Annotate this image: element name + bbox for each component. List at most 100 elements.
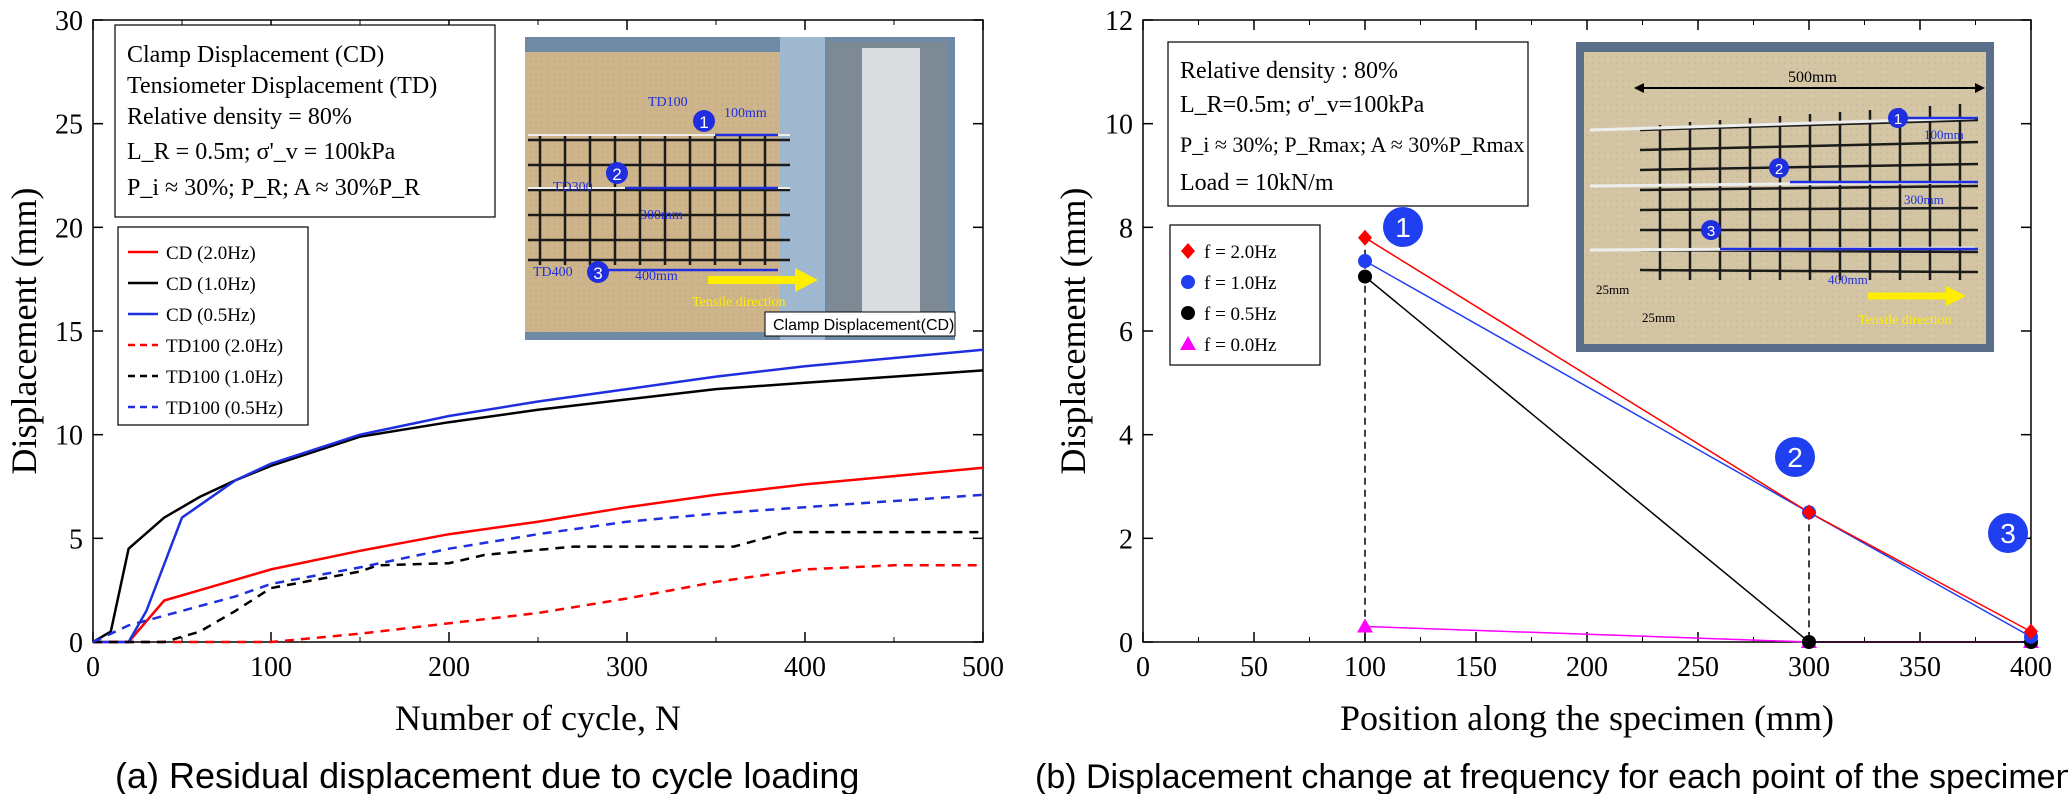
info-line: Relative density : 80% (1180, 58, 1398, 84)
x-tick-label: 400 (784, 652, 826, 683)
photo-marker: 3 (1707, 223, 1715, 240)
point-badge-2: 2 (1787, 442, 1803, 473)
data-point (1357, 618, 1373, 633)
info-line: L_R = 0.5m; σ'_v = 100kPa (127, 139, 396, 165)
x-tick-label: 50 (1240, 652, 1268, 683)
legend-label: TD100 (2.0Hz) (166, 336, 283, 357)
legend-label: f = 1.0Hz (1204, 273, 1276, 294)
photo-label: 300mm (640, 208, 683, 223)
photo-label: 100mm (1924, 127, 1964, 142)
data-point (1358, 229, 1372, 246)
legend-label: CD (0.5Hz) (166, 305, 256, 326)
photo-label: TD100 (648, 95, 688, 110)
photo-label: TD400 (533, 265, 573, 280)
info-line: P_i ≈ 30%; P_R; A ≈ 30%P_R (127, 175, 420, 201)
photo-marker: 2 (612, 165, 621, 184)
y-tick-label: 0 (69, 628, 83, 659)
legend-label: CD (2.0Hz) (166, 243, 256, 264)
series-line-td100-0-5hz- (92, 493, 984, 644)
legend-label: CD (1.0Hz) (166, 274, 256, 295)
y-tick-label: 2 (1119, 524, 1133, 555)
y-tick-label: 10 (55, 421, 83, 452)
y-tick-label: 4 (1119, 421, 1133, 452)
legend-marker (1181, 275, 1195, 289)
x-tick-label: 250 (1677, 652, 1719, 683)
info-line: Tensiometer Displacement (TD) (127, 73, 437, 99)
photo-inset-a: 1 2 3 TD100 100mm TD300 300mm TD400 400m… (525, 37, 956, 340)
series-line-cd-0-5hz- (93, 348, 984, 644)
info-line: Load = 10kN/m (1180, 170, 1334, 196)
x-tick-label: 100 (250, 652, 292, 683)
point-badge-3: 3 (2000, 518, 2016, 549)
y-tick-label: 25 (55, 110, 83, 141)
photo-label: 400mm (1828, 272, 1868, 287)
x-tick-label: 400 (2010, 652, 2052, 683)
x-tick-label: 150 (1455, 652, 1497, 683)
x-tick-label: 300 (606, 652, 648, 683)
photo-label: Tensile direction (1858, 313, 1952, 328)
legend-label: TD100 (1.0Hz) (166, 367, 283, 388)
legend-marker (1181, 306, 1195, 320)
y-axis-label-b: Displacement (mm) (1053, 188, 1093, 475)
legend-marker (1181, 243, 1195, 259)
photo-label: 25mm (1642, 310, 1675, 325)
info-box-a: Clamp Displacement (CD) Tensiometer Disp… (114, 24, 496, 218)
info-line: P_i ≈ 30%; P_Rmax; A ≈ 30%P_Rmax (1180, 132, 1524, 157)
y-tick-label: 0 (1119, 628, 1133, 659)
legend-label: f = 2.0Hz (1204, 242, 1276, 263)
data-point (1802, 635, 1816, 649)
photo-label: Tensile direction (692, 295, 786, 310)
chart-a: 0 100 200 300 400 500 0 5 10 15 20 25 30 Number of c… (4, 6, 1004, 738)
x-tick-label: 100 (1344, 652, 1386, 683)
photo-inset-b: 500mm 1 2 3 100mm 300mm 400mm 25mm 25mm … (1576, 42, 1994, 352)
axis-ticks-a: 0 100 200 300 400 500 0 5 10 15 20 25 30 (55, 6, 1004, 683)
legend-label: f = 0.5Hz (1204, 304, 1276, 325)
x-axis-label-a: Number of cycle, N (395, 698, 681, 738)
legend-a: CD (2.0Hz) CD (1.0Hz) CD (0.5Hz) TD100 (2.0… (117, 226, 309, 426)
y-tick-label: 8 (1119, 213, 1133, 244)
x-tick-label: 350 (1899, 652, 1941, 683)
caption-a: (a) Residual displacement due to cycle l… (115, 755, 859, 794)
info-line: Clamp Displacement (CD) (127, 42, 384, 68)
x-axis-label-b: Position along the specimen (mm) (1340, 698, 1834, 738)
point-badge-1: 1 (1395, 212, 1411, 243)
x-tick-label: 0 (86, 652, 100, 683)
x-tick-label: 200 (428, 652, 470, 683)
y-tick-label: 30 (55, 6, 83, 37)
series-line-td100-2-0hz- (93, 564, 983, 644)
x-tick-label: 200 (1566, 652, 1608, 683)
photo-label: 100mm (724, 106, 767, 121)
photo-marker: 2 (1775, 161, 1783, 178)
series-line-cd-1-0hz- (92, 369, 984, 644)
photo-label: 25mm (1596, 282, 1629, 297)
legend-label: f = 0.0Hz (1204, 335, 1276, 356)
y-tick-label: 5 (69, 524, 83, 555)
photo-marker: 1 (1894, 111, 1902, 128)
photo-marker: 3 (593, 264, 602, 283)
legend-b: f = 2.0Hz f = 1.0Hz f = 0.5Hz f = 0.0Hz (1169, 224, 1321, 366)
series-lines-b (1357, 229, 2039, 649)
x-tick-label: 300 (1788, 652, 1830, 683)
photo-label: 300mm (1904, 192, 1944, 207)
photo-label: Clamp Displacement(CD) (773, 317, 954, 334)
photo-marker: 1 (699, 113, 708, 132)
y-tick-label: 6 (1119, 317, 1133, 348)
photo-label: 500mm (1788, 69, 1837, 86)
photo-label: 400mm (635, 269, 678, 284)
series-lines-a (92, 348, 984, 644)
x-tick-label: 500 (962, 652, 1004, 683)
point-badges: 1 2 3 (1383, 207, 2028, 553)
y-tick-label: 15 (55, 317, 83, 348)
data-point (1802, 504, 1816, 521)
data-point (1358, 269, 1372, 284)
data-point (2024, 623, 2038, 640)
info-line: L_R=0.5m; σ'_v=100kPa (1180, 92, 1425, 118)
caption-b: (b) Displacement change at frequency for… (1035, 758, 2068, 794)
x-tick-label: 0 (1136, 652, 1150, 683)
y-tick-label: 10 (1105, 110, 1133, 141)
info-box-b: Relative density : 80% L_R=0.5m; σ'_v=10… (1167, 41, 1529, 207)
info-line: Relative density = 80% (127, 104, 352, 130)
